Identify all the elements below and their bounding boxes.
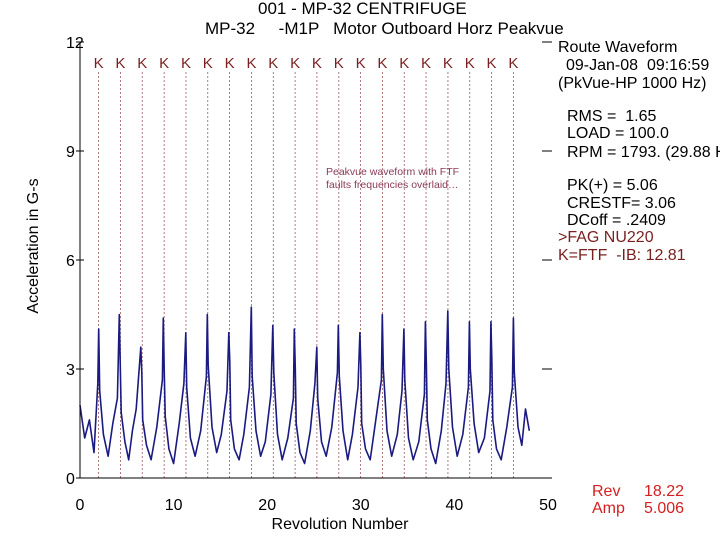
y-tick-label: 12 [66, 35, 84, 52]
fault-marker-label: K [465, 55, 475, 72]
info-pk: PK(+) = 5.06 [567, 177, 658, 194]
fault-marker-label: K [203, 55, 213, 72]
fault-marker-label: K [225, 55, 235, 72]
fault-marker-label: K [94, 55, 104, 72]
info-crest: CRESTF= 3.06 [567, 195, 676, 212]
fault-marker-label: K [268, 55, 278, 72]
x-tick-label: 10 [165, 497, 183, 514]
x-tick-label: 20 [258, 497, 276, 514]
axes [76, 41, 552, 479]
fault-marker-label: K [290, 55, 300, 72]
fault-marker-label: K [377, 55, 387, 72]
fault-marker-label: K [356, 55, 366, 72]
waveform-series [79, 306, 531, 465]
x-tick-label: 30 [352, 497, 370, 514]
y-tick-label: 3 [66, 362, 75, 379]
info-pkvue: (PkVue-HP 1000 Hz) [558, 75, 707, 92]
fault-marker-label: K [421, 55, 431, 72]
info-fault: K=FTF -IB: 12.81 [558, 247, 686, 264]
info-date: 09-Jan-08 09:16:59 [566, 57, 710, 74]
fault-marker-label: K [334, 55, 344, 72]
fault-marker-label: K [246, 55, 256, 72]
fault-marker-label: K [487, 55, 497, 72]
cursor-rev-label: Rev [592, 483, 621, 500]
y-axis-label: Acceleration in G-s [25, 178, 42, 313]
info-bearing: >FAG NU220 [558, 229, 654, 246]
fault-marker-label: K [443, 55, 453, 72]
fault-marker-label: K [181, 55, 191, 72]
fault-marker-label: K [312, 55, 322, 72]
info-dcoff: DCoff = .2409 [567, 212, 666, 229]
fault-marker-label: K [399, 55, 409, 72]
fault-marker-label: K [159, 55, 169, 72]
cursor-amp-value: 5.006 [644, 500, 685, 517]
x-tick-label: 0 [76, 497, 85, 514]
fault-marker-label: K [137, 55, 147, 72]
chart-subtitle: MP-32 -M1P Motor Outboard Horz Peakvue [205, 19, 564, 38]
cursor-rev-value: 18.22 [644, 483, 685, 500]
x-axis-label: Revolution Number [272, 516, 410, 533]
chart-title: 001 - MP-32 CENTRIFUGE [258, 0, 467, 18]
x-tick-label: 50 [539, 497, 557, 514]
info-rpm: RPM = 1793. (29.88 H [567, 144, 720, 161]
annotation-note: Peakvue waveform with FTF faults frequen… [326, 166, 460, 191]
fault-marker-label: K [508, 55, 518, 72]
fault-marker-label: K [115, 55, 125, 72]
y-tick-label: 6 [66, 253, 75, 270]
info-rms: RMS = 1.65 [567, 108, 657, 125]
x-tick-label: 40 [446, 497, 464, 514]
y-tick-label: 9 [66, 144, 75, 161]
info-route: Route Waveform [558, 39, 678, 56]
cursor-amp-label: Amp [592, 500, 625, 517]
tick-labels: 0 10 20 30 40 50 0 3 6 9 12 [66, 35, 557, 514]
y-tick-label: 0 [66, 471, 75, 488]
waveform-line [79, 306, 531, 465]
info-load: LOAD = 100.0 [567, 125, 669, 142]
